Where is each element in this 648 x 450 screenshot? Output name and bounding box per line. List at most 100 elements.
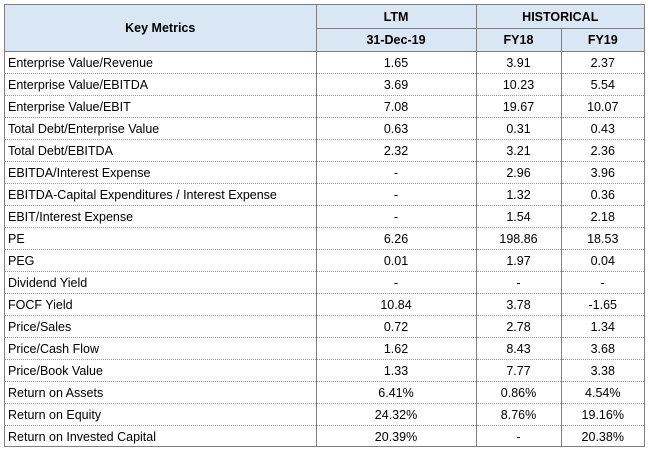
- metric-name: Return on Equity: [5, 403, 317, 426]
- fy18-value: 10.23: [476, 73, 562, 96]
- fy18-value: 2.78: [476, 315, 562, 338]
- table-row: EBIT/Interest Expense - 1.54 2.18: [5, 205, 645, 228]
- metric-name: Price/Sales: [5, 315, 317, 338]
- fy19-value: 4.54%: [561, 381, 645, 404]
- fy18-value: 8.43: [476, 337, 562, 360]
- fy18-value: 0.31: [476, 117, 562, 140]
- fy19-value: -1.65: [561, 293, 645, 316]
- fy19-value: 18.53: [561, 227, 645, 250]
- metric-name: Enterprise Value/Revenue: [5, 51, 317, 74]
- fy18-value: 3.21: [476, 139, 562, 162]
- metric-name: Enterprise Value/EBIT: [5, 95, 317, 118]
- table-row: FOCF Yield 10.84 3.78 -1.65: [5, 293, 645, 316]
- fy19-value: 2.18: [561, 205, 645, 228]
- metric-name: Return on Invested Capital: [5, 425, 317, 447]
- fy18-value: -: [476, 271, 562, 294]
- ltm-value: 0.63: [316, 117, 477, 140]
- key-metrics-table-frame: Key Metrics LTM HISTORICAL 31-Dec-19 FY1…: [4, 4, 645, 447]
- ltm-value: 10.84: [316, 293, 477, 316]
- table-row: Price/Cash Flow 1.62 8.43 3.68: [5, 337, 645, 360]
- table-row: Total Debt/Enterprise Value 0.63 0.31 0.…: [5, 117, 645, 140]
- table-row: EBITDA/Interest Expense - 2.96 3.96: [5, 161, 645, 184]
- metric-name: EBITDA/Interest Expense: [5, 161, 317, 184]
- table-row: EBITDA-Capital Expenditures / Interest E…: [5, 183, 645, 206]
- table-body: Enterprise Value/Revenue 1.65 3.91 2.37 …: [5, 51, 645, 447]
- ltm-value: -: [316, 161, 477, 184]
- fy19-value: 3.68: [561, 337, 645, 360]
- ltm-value: 3.69: [316, 73, 477, 96]
- table-row: Enterprise Value/EBITDA 3.69 10.23 5.54: [5, 73, 645, 96]
- metric-name: EBIT/Interest Expense: [5, 205, 317, 228]
- header-ltm: LTM: [316, 5, 477, 29]
- fy19-value: 1.34: [561, 315, 645, 338]
- metric-name: PE: [5, 227, 317, 250]
- metric-name: Enterprise Value/EBITDA: [5, 73, 317, 96]
- ltm-value: -: [316, 205, 477, 228]
- metric-name: EBITDA-Capital Expenditures / Interest E…: [5, 183, 317, 206]
- table-row: Price/Book Value 1.33 7.77 3.38: [5, 359, 645, 382]
- header-historical: HISTORICAL: [476, 5, 645, 29]
- table-row: PE 6.26 198.86 18.53: [5, 227, 645, 250]
- table-row: Return on Invested Capital 20.39% - 20.3…: [5, 425, 644, 447]
- fy19-value: 10.07: [561, 95, 645, 118]
- fy18-value: 2.96: [476, 161, 562, 184]
- ltm-value: -: [316, 271, 477, 294]
- fy19-value: 2.36: [561, 139, 645, 162]
- fy18-value: 1.32: [476, 183, 562, 206]
- ltm-value: 6.26: [316, 227, 477, 250]
- metric-name: FOCF Yield: [5, 293, 317, 316]
- header-fy19: FY19: [561, 28, 645, 52]
- metric-name: Price/Cash Flow: [5, 337, 317, 360]
- ltm-value: 1.65: [316, 51, 477, 74]
- metric-name: Return on Assets: [5, 381, 317, 404]
- ltm-value: 7.08: [316, 95, 477, 118]
- fy19-value: 2.37: [561, 51, 645, 74]
- table-row: Return on Equity 24.32% 8.76% 19.16%: [5, 403, 645, 426]
- fy19-value: -: [561, 271, 645, 294]
- fy18-value: 19.67: [476, 95, 562, 118]
- metric-name: PEG: [5, 249, 317, 272]
- header-fy18: FY18: [476, 28, 562, 52]
- fy19-value: 5.54: [561, 73, 645, 96]
- fy18-value: 8.76%: [476, 403, 562, 426]
- fy18-value: 198.86: [476, 227, 562, 250]
- fy18-value: 7.77: [476, 359, 562, 382]
- ltm-value: 0.72: [316, 315, 477, 338]
- table-row: Price/Sales 0.72 2.78 1.34: [5, 315, 645, 338]
- key-metrics-table: Key Metrics LTM HISTORICAL 31-Dec-19 FY1…: [5, 5, 645, 447]
- fy18-value: 3.78: [476, 293, 562, 316]
- metric-name: Total Debt/EBITDA: [5, 139, 317, 162]
- ltm-value: 20.39%: [316, 425, 477, 447]
- metric-name: Total Debt/Enterprise Value: [5, 117, 317, 140]
- table-row: Return on Assets 6.41% 0.86% 4.54%: [5, 381, 645, 404]
- metric-name: Price/Book Value: [5, 359, 317, 382]
- fy19-value: 20.38%: [581, 429, 624, 444]
- ltm-value: 6.41%: [316, 381, 477, 404]
- metric-name: Dividend Yield: [5, 271, 317, 294]
- fy19-value: 0.43: [561, 117, 645, 140]
- fy18-value: 0.86%: [476, 381, 562, 404]
- ltm-value: 0.01: [316, 249, 477, 272]
- header-ltm-date: 31-Dec-19: [316, 28, 477, 52]
- ltm-value: 2.32: [316, 139, 477, 162]
- table-row: PEG 0.01 1.97 0.04: [5, 249, 645, 272]
- fy19-value: 0.36: [561, 183, 645, 206]
- fy18-value: 3.91: [476, 51, 562, 74]
- fy18-value: 1.54: [476, 205, 562, 228]
- table-row: Total Debt/EBITDA 2.32 3.21 2.36: [5, 139, 645, 162]
- ltm-value: 24.32%: [316, 403, 477, 426]
- fy18-value: -: [476, 425, 562, 447]
- fy19-value: 0.04: [561, 249, 645, 272]
- fy18-value: 1.97: [476, 249, 562, 272]
- ltm-value: 1.62: [316, 337, 477, 360]
- header-row-top: Key Metrics LTM HISTORICAL: [5, 5, 645, 52]
- fy19-value: 3.38: [561, 359, 645, 382]
- table-row: Dividend Yield - - -: [5, 271, 645, 294]
- header-key-metrics: Key Metrics: [5, 5, 317, 52]
- table-row: Enterprise Value/EBIT 7.08 19.67 10.07: [5, 95, 645, 118]
- ltm-value: -: [316, 183, 477, 206]
- fy19-value: 19.16%: [561, 403, 645, 426]
- ltm-value: 1.33: [316, 359, 477, 382]
- header-row-bottom: 31-Dec-19 FY18 FY19: [5, 28, 645, 52]
- table-row: Enterprise Value/Revenue 1.65 3.91 2.37: [5, 51, 645, 74]
